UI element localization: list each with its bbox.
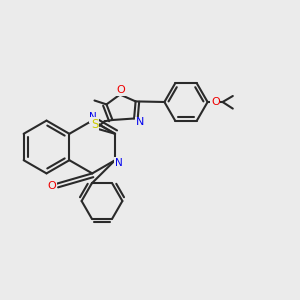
Text: S: S — [91, 118, 98, 131]
Text: N: N — [136, 117, 144, 128]
Text: O: O — [117, 85, 126, 95]
Text: O: O — [211, 97, 220, 107]
Text: O: O — [47, 181, 56, 191]
Text: N: N — [115, 158, 123, 168]
Text: N: N — [89, 112, 97, 122]
